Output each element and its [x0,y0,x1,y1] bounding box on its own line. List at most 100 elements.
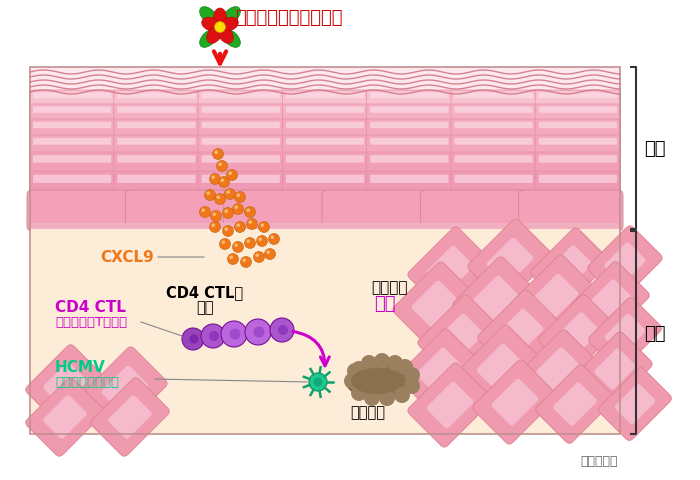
FancyBboxPatch shape [539,139,617,145]
FancyBboxPatch shape [556,312,600,356]
Circle shape [258,238,262,241]
FancyBboxPatch shape [398,329,482,413]
FancyBboxPatch shape [282,172,368,195]
FancyBboxPatch shape [282,105,368,122]
FancyBboxPatch shape [33,139,111,145]
FancyBboxPatch shape [198,120,284,138]
FancyBboxPatch shape [408,363,492,447]
FancyBboxPatch shape [29,120,115,138]
FancyBboxPatch shape [536,120,620,138]
Text: イメージ図: イメージ図 [580,455,618,468]
Circle shape [226,191,230,194]
FancyBboxPatch shape [286,139,364,145]
Circle shape [228,172,232,176]
FancyBboxPatch shape [114,136,199,155]
Text: 表皮: 表皮 [644,140,666,157]
Ellipse shape [223,30,240,48]
FancyBboxPatch shape [420,191,525,231]
FancyBboxPatch shape [367,136,452,155]
FancyBboxPatch shape [553,383,597,426]
FancyBboxPatch shape [477,344,524,391]
Circle shape [232,242,244,253]
Circle shape [379,390,395,406]
FancyBboxPatch shape [114,120,199,138]
Circle shape [351,361,367,377]
FancyBboxPatch shape [519,191,623,231]
FancyBboxPatch shape [198,172,284,195]
Circle shape [202,209,205,213]
FancyBboxPatch shape [418,295,502,379]
FancyBboxPatch shape [26,378,104,456]
FancyBboxPatch shape [33,108,111,114]
FancyBboxPatch shape [198,105,284,122]
FancyBboxPatch shape [491,379,538,425]
FancyBboxPatch shape [322,191,426,231]
FancyBboxPatch shape [33,93,111,99]
FancyBboxPatch shape [426,246,473,293]
FancyBboxPatch shape [473,360,557,444]
Circle shape [230,329,241,340]
Circle shape [204,190,216,201]
Circle shape [344,373,360,389]
Ellipse shape [223,8,240,25]
Ellipse shape [214,9,227,27]
FancyBboxPatch shape [536,136,620,155]
FancyBboxPatch shape [202,108,280,114]
Ellipse shape [199,8,218,25]
FancyBboxPatch shape [604,243,645,284]
FancyBboxPatch shape [29,172,115,195]
Text: 誘引: 誘引 [196,300,214,315]
Bar [30,68,620,434]
Circle shape [234,222,246,233]
FancyBboxPatch shape [426,382,473,429]
FancyBboxPatch shape [454,108,533,114]
Circle shape [213,149,223,160]
Circle shape [230,256,233,260]
FancyBboxPatch shape [539,108,617,114]
FancyBboxPatch shape [125,191,230,231]
FancyBboxPatch shape [114,105,199,122]
FancyBboxPatch shape [370,139,449,145]
Circle shape [199,207,211,218]
FancyBboxPatch shape [454,93,533,99]
FancyBboxPatch shape [570,262,649,340]
Circle shape [269,234,279,245]
FancyBboxPatch shape [198,136,284,155]
Circle shape [248,221,252,225]
Circle shape [258,222,270,233]
Circle shape [404,367,420,383]
Circle shape [212,213,216,216]
FancyBboxPatch shape [367,153,452,174]
Circle shape [223,226,234,237]
Text: （メモリーT細胞）: （メモリーT細胞） [55,316,127,329]
FancyBboxPatch shape [43,396,87,439]
FancyBboxPatch shape [408,228,492,312]
FancyBboxPatch shape [114,153,199,174]
FancyBboxPatch shape [454,139,533,145]
FancyBboxPatch shape [454,156,533,163]
Circle shape [218,177,230,188]
FancyBboxPatch shape [202,93,280,99]
FancyBboxPatch shape [202,156,280,163]
Circle shape [211,211,221,222]
FancyBboxPatch shape [451,153,536,174]
FancyBboxPatch shape [416,348,463,395]
FancyBboxPatch shape [539,175,617,183]
Circle shape [278,325,288,336]
Circle shape [234,192,246,203]
FancyBboxPatch shape [370,93,449,99]
Circle shape [211,224,215,228]
Circle shape [374,353,390,369]
FancyBboxPatch shape [29,91,115,107]
Circle shape [265,249,276,260]
Text: 除去: 除去 [374,294,395,312]
Circle shape [364,390,380,406]
Text: HCMV: HCMV [55,360,106,375]
FancyBboxPatch shape [451,172,536,195]
Circle shape [206,192,210,195]
Text: CD4 CTLを: CD4 CTLを [167,285,244,300]
Circle shape [253,252,265,263]
Ellipse shape [202,18,219,32]
Circle shape [237,194,240,198]
FancyBboxPatch shape [118,93,195,99]
